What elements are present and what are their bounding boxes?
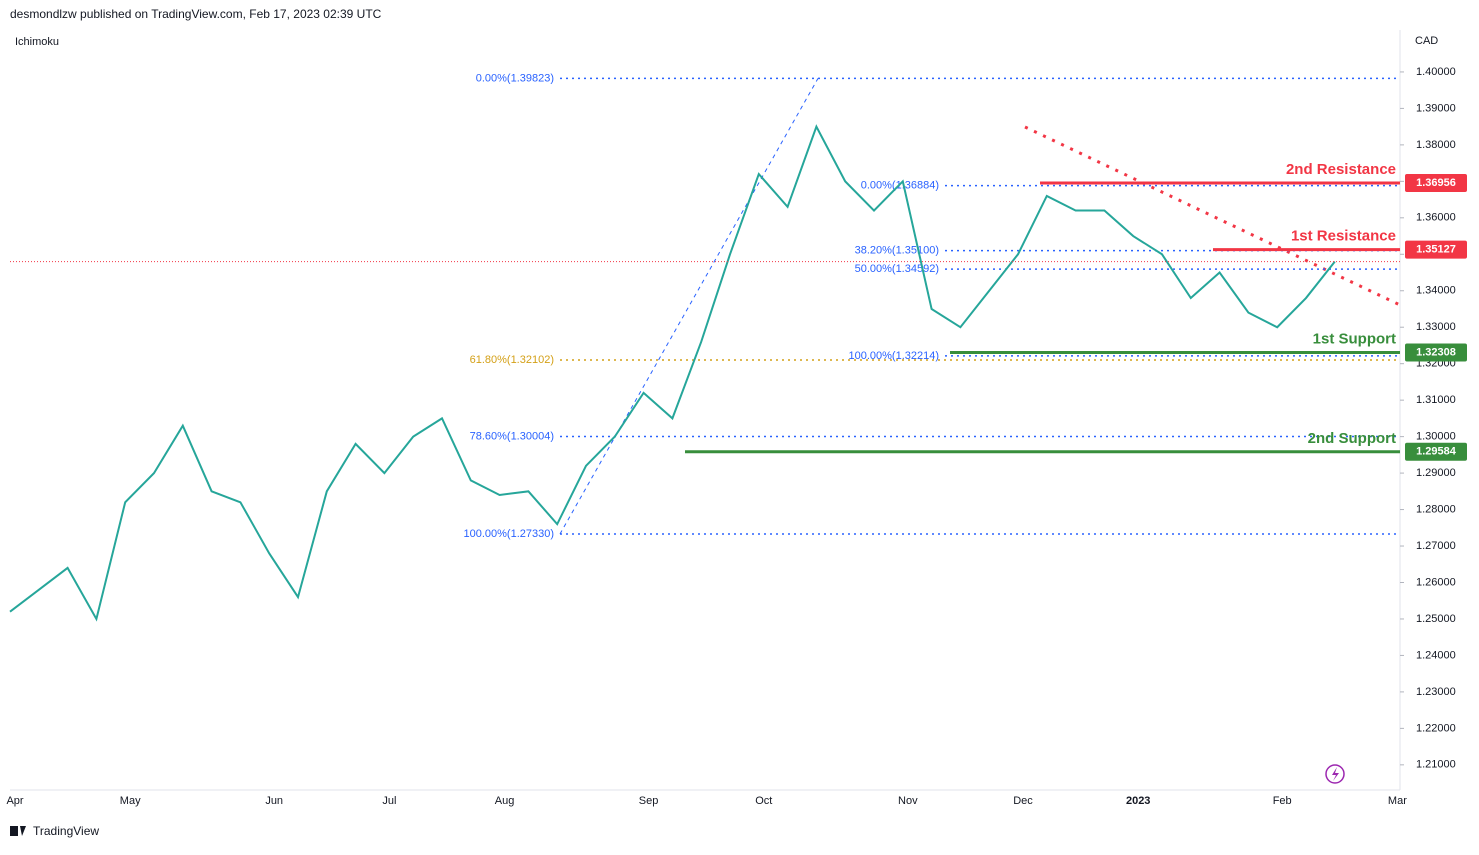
y-tick-label: 1.31000 — [1416, 394, 1456, 406]
price-badge-label: 1.35127 — [1416, 244, 1456, 256]
y-tick-label: 1.29000 — [1416, 467, 1456, 479]
x-tick-label: Feb — [1273, 795, 1292, 807]
event-icon-bolt — [1332, 767, 1339, 781]
indicator-name: Ichimoku — [15, 36, 59, 48]
x-tick-label: Sep — [639, 795, 659, 807]
y-tick-label: 1.28000 — [1416, 503, 1456, 515]
y-tick-label: 1.36000 — [1416, 212, 1456, 224]
level-label: 1st Resistance — [1291, 228, 1396, 245]
y-tick-label: 1.26000 — [1416, 576, 1456, 588]
y-tick-label: 1.30000 — [1416, 431, 1456, 443]
y-tick-label: 1.21000 — [1416, 759, 1456, 771]
level-label: 2nd Support — [1308, 430, 1396, 447]
price-badge — [1405, 343, 1467, 362]
x-tick-label: Dec — [1013, 795, 1033, 807]
price-badge — [1405, 240, 1467, 259]
y-tick-label: 1.34000 — [1416, 285, 1456, 297]
x-tick-label: May — [120, 795, 141, 807]
price-line — [9, 124, 1336, 622]
footer: TradingView — [33, 824, 99, 838]
x-tick-label: Aug — [495, 795, 515, 807]
price-badge-label: 1.36956 — [1416, 177, 1456, 189]
fib-label: 78.60%(1.30004) — [470, 430, 554, 442]
y-tick-label: 1.22000 — [1416, 722, 1456, 734]
currency: CAD — [1415, 35, 1438, 47]
fib-label: 61.80%(1.32102) — [470, 354, 554, 366]
y-tick-label: 1.39000 — [1416, 102, 1456, 114]
y-tick-label: 1.38000 — [1416, 139, 1456, 151]
tv-logo — [10, 826, 26, 836]
fib-diagonal — [559, 78, 819, 535]
price-badge — [1405, 173, 1467, 192]
event-icon[interactable] — [1325, 764, 1345, 784]
level-label: 2nd Resistance — [1286, 161, 1396, 178]
x-tick-label: Mar — [1388, 795, 1407, 807]
fib-label: 100.00%(1.32214) — [848, 350, 939, 362]
x-tick-label: Apr — [6, 795, 23, 807]
x-tick-label: Jul — [382, 795, 396, 807]
level-label: 1st Support — [1313, 330, 1396, 347]
x-tick-label: Jun — [265, 795, 283, 807]
y-tick-label: 1.24000 — [1416, 649, 1456, 661]
fib-label: 38.20%(1.35100) — [855, 245, 939, 257]
x-tick-label: 2023 — [1126, 795, 1150, 807]
y-tick-label: 1.27000 — [1416, 540, 1456, 552]
y-tick-label: 1.23000 — [1416, 686, 1456, 698]
header: desmondlzw published on TradingView.com,… — [10, 7, 382, 21]
y-tick-label: 1.40000 — [1416, 66, 1456, 78]
price-badge — [1405, 442, 1467, 461]
price-badge-label: 1.32308 — [1416, 346, 1456, 358]
fib-label: 100.00%(1.27330) — [463, 528, 554, 540]
x-tick-label: Nov — [898, 795, 918, 807]
y-tick-label: 1.33000 — [1416, 321, 1456, 333]
fib-label: 50.00%(1.34592) — [855, 263, 939, 275]
y-tick-label: 1.25000 — [1416, 613, 1456, 625]
x-tick-label: Oct — [755, 795, 772, 807]
price-badge-label: 1.29584 — [1416, 446, 1457, 458]
fib-label: 0.00%(1.39823) — [476, 72, 554, 84]
